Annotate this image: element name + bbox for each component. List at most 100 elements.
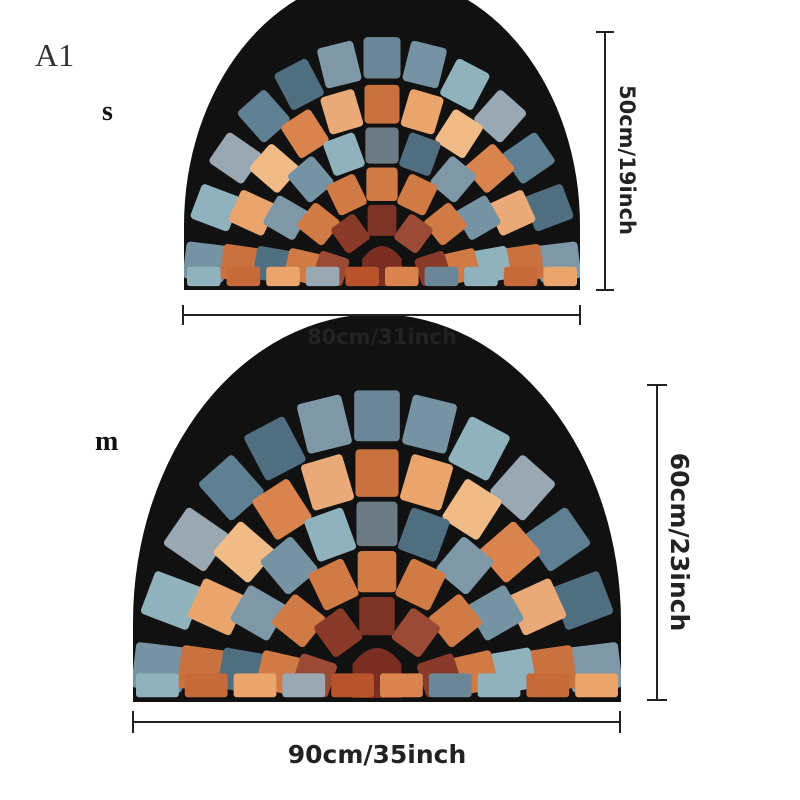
tile: [304, 507, 357, 562]
tile: [436, 536, 494, 595]
tiles: [133, 390, 621, 698]
tile: [228, 190, 276, 236]
tile: [397, 174, 438, 216]
tile: [288, 156, 334, 203]
tile: [345, 266, 379, 287]
tile: [364, 84, 400, 124]
tile: [226, 266, 261, 287]
tile: [233, 673, 277, 698]
mat-small: [184, 0, 580, 290]
mat-medium: [133, 314, 621, 702]
tile: [356, 501, 398, 547]
tile: [366, 167, 398, 201]
tile: [397, 507, 450, 562]
tile: [380, 673, 423, 698]
tile: [430, 156, 476, 203]
tile: [331, 673, 374, 698]
tile: [282, 673, 326, 698]
tile: [526, 673, 570, 698]
tile: [467, 585, 524, 641]
tile: [442, 479, 502, 540]
tile: [525, 507, 591, 572]
width-label: 90cm/35inch: [288, 740, 467, 769]
tile: [523, 184, 574, 232]
tile: [428, 594, 482, 648]
width-label: 80cm/31inch: [307, 325, 457, 349]
tile: [488, 190, 536, 236]
tile: [385, 266, 419, 287]
tile: [136, 673, 179, 698]
tile: [479, 521, 541, 583]
tile: [213, 521, 275, 583]
tile: [464, 266, 498, 287]
size-name: s: [102, 96, 113, 127]
tile: [305, 266, 340, 287]
tile: [260, 536, 318, 595]
tile: [308, 558, 359, 611]
tile: [163, 507, 229, 572]
tile: [575, 673, 618, 698]
tile: [402, 40, 447, 89]
tile: [357, 550, 397, 593]
variant-code: A1: [35, 37, 74, 73]
tile: [363, 37, 401, 79]
tile: [402, 394, 457, 454]
tile: [209, 132, 262, 184]
tile: [424, 266, 459, 287]
tile: [326, 174, 367, 216]
tile: [263, 195, 309, 240]
tile: [455, 195, 501, 240]
tile: [354, 390, 400, 442]
tile: [391, 608, 440, 657]
tile: [365, 127, 399, 164]
tile: [435, 109, 483, 158]
tile: [367, 204, 397, 236]
tile: [359, 597, 395, 636]
tile: [199, 455, 264, 521]
tile: [252, 479, 312, 540]
tile: [395, 558, 446, 611]
tile: [244, 416, 306, 481]
tile: [448, 416, 510, 481]
tile: [465, 144, 515, 193]
tile: [190, 184, 241, 232]
tile: [297, 202, 340, 246]
tile: [490, 455, 555, 521]
tile: [428, 673, 472, 698]
tile: [355, 449, 399, 497]
tile: [274, 58, 324, 110]
tile: [503, 266, 538, 287]
tile: [424, 202, 467, 246]
tile: [502, 132, 555, 184]
tile: [323, 132, 365, 176]
tile: [301, 454, 354, 511]
tile: [399, 132, 441, 176]
tile: [237, 90, 290, 143]
tile: [297, 394, 352, 454]
tile: [314, 608, 363, 657]
tile: [317, 40, 362, 89]
tile: [281, 109, 329, 158]
height-label: 60cm/23inch: [665, 453, 694, 632]
tile: [187, 266, 221, 287]
tiles: [184, 37, 580, 287]
tile: [140, 571, 203, 630]
tile: [230, 585, 287, 641]
tile: [551, 571, 614, 630]
tile: [477, 673, 521, 698]
tile: [249, 144, 299, 193]
tile: [320, 89, 364, 135]
size-name: m: [95, 426, 118, 457]
tile: [474, 90, 527, 143]
tile: [184, 673, 228, 698]
tile: [266, 266, 300, 287]
tile: [331, 214, 370, 254]
tile: [400, 454, 453, 511]
tile: [394, 214, 433, 254]
tile: [543, 266, 577, 287]
tile: [400, 89, 444, 135]
tile: [272, 594, 326, 648]
height-label: 50cm/19inch: [615, 85, 639, 235]
tile: [440, 58, 490, 110]
